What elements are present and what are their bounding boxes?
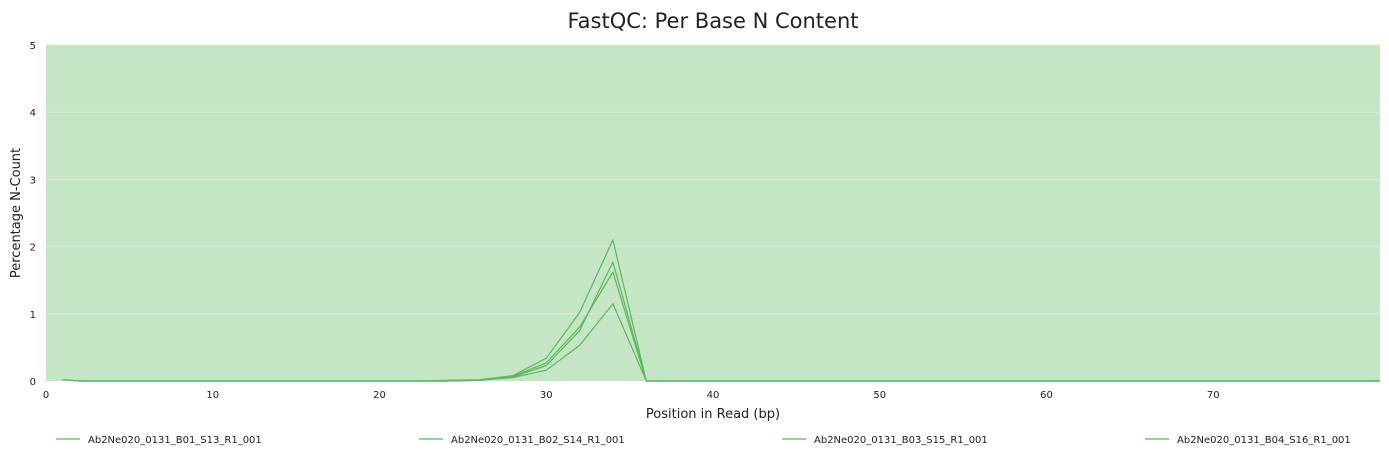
x-axis-title: Position in Read (bp) bbox=[646, 407, 780, 422]
legend-label[interactable]: Ab2Ne020_0131_B03_S15_R1_001 bbox=[814, 435, 988, 446]
x-tick-label: 30 bbox=[540, 390, 553, 401]
y-tick-label: 1 bbox=[30, 310, 36, 321]
legend-label[interactable]: Ab2Ne020_0131_B02_S14_R1_001 bbox=[451, 435, 625, 446]
x-tick-label: 0 bbox=[43, 390, 49, 401]
x-tick-label: 70 bbox=[1207, 390, 1220, 401]
y-axis-title: Percentage N-Count bbox=[9, 148, 24, 278]
plot-background bbox=[46, 45, 1380, 381]
x-tick-label: 50 bbox=[873, 390, 886, 401]
x-tick-label: 60 bbox=[1040, 390, 1053, 401]
legend-label[interactable]: Ab2Ne020_0131_B01_S13_R1_001 bbox=[88, 435, 262, 446]
chart-title: FastQC: Per Base N Content bbox=[568, 9, 859, 33]
x-tick-label: 40 bbox=[707, 390, 720, 401]
series-line-4[interactable] bbox=[62, 261, 1380, 382]
y-tick-label: 0 bbox=[30, 377, 36, 388]
x-tick-label: 10 bbox=[206, 390, 219, 401]
y-tick-label: 4 bbox=[30, 108, 36, 119]
x-tick-label: 20 bbox=[373, 390, 386, 401]
legend-label[interactable]: Ab2Ne020_0131_B04_S16_R1_001 bbox=[1177, 435, 1351, 446]
y-tick-label: 3 bbox=[30, 175, 36, 186]
y-tick-label: 5 bbox=[30, 41, 36, 52]
y-tick-label: 2 bbox=[30, 243, 36, 254]
